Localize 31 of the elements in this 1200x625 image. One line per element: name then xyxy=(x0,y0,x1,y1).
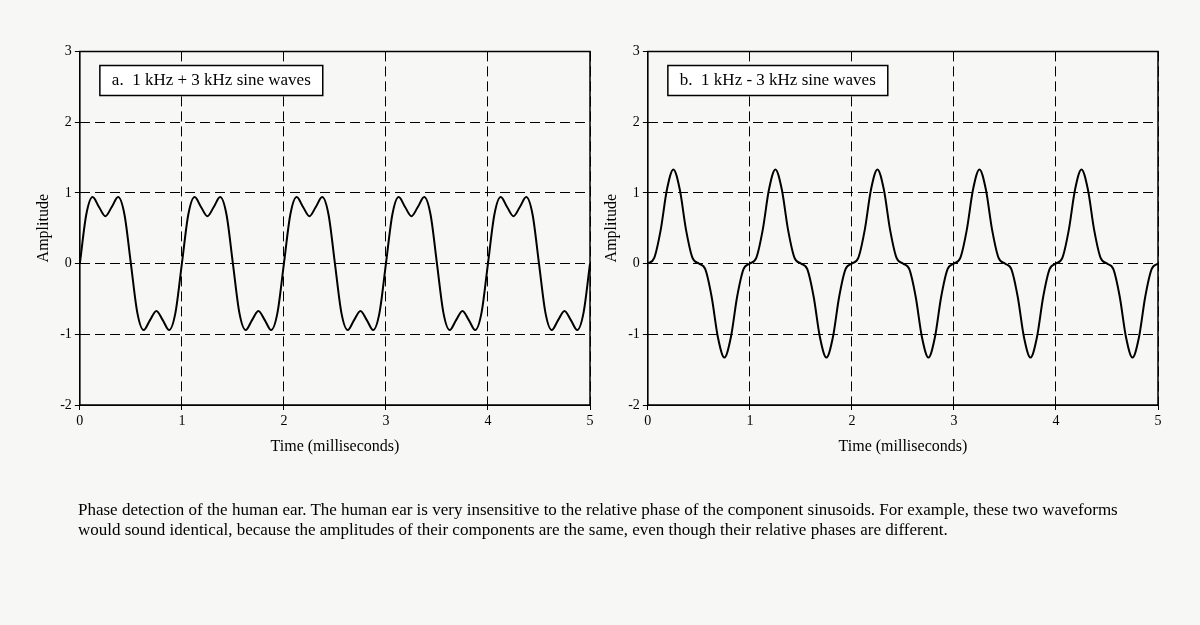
x-tick-label: 5 xyxy=(586,413,594,429)
y-axis-title: Amplitude xyxy=(33,193,52,263)
y-tick-label: -1 xyxy=(60,325,72,341)
x-axis-title: Time (milliseconds) xyxy=(270,436,400,455)
text: a. 1 kHz + 3 kHz sine waves xyxy=(111,69,311,89)
x-tick-label: 0 xyxy=(76,413,84,429)
y-tick-label: 1 xyxy=(632,184,640,200)
text: Phase detection of the human ear. The human ear is very insensitive to the relative phase of the component sinusoids. For example, these two waveforms would sound identical, because the amplitudes of their components are the same, even though their relative phases are different. xyxy=(78,500,1119,540)
x-tick-label: 0 xyxy=(644,413,652,429)
y-tick-label: -2 xyxy=(60,396,72,412)
x-tick-label: 3 xyxy=(382,413,390,429)
x-tick-label: 1 xyxy=(178,413,186,429)
x-tick-label: 4 xyxy=(484,413,492,429)
y-tick-label: 3 xyxy=(632,43,640,59)
y-axis-title: Amplitude xyxy=(601,193,620,263)
y-tick-label: 0 xyxy=(64,255,72,271)
y-tick-label: 0 xyxy=(632,255,640,271)
x-tick-label: 3 xyxy=(950,413,958,429)
x-tick-label: 2 xyxy=(848,413,856,429)
x-tick-label: 2 xyxy=(280,413,288,429)
y-tick-label: -2 xyxy=(628,396,640,412)
x-tick-label: 1 xyxy=(746,413,754,429)
x-tick-label: 4 xyxy=(1052,413,1060,429)
text: b. 1 kHz - 3 kHz sine waves xyxy=(679,69,876,89)
y-tick-label: 1 xyxy=(64,184,72,200)
y-tick-label: 3 xyxy=(64,43,72,59)
y-tick-label: 2 xyxy=(632,113,640,129)
x-axis-title: Time (milliseconds) xyxy=(838,436,968,455)
x-tick-label: 5 xyxy=(1154,413,1162,429)
y-tick-label: 2 xyxy=(64,113,72,129)
y-tick-label: -1 xyxy=(628,325,640,341)
